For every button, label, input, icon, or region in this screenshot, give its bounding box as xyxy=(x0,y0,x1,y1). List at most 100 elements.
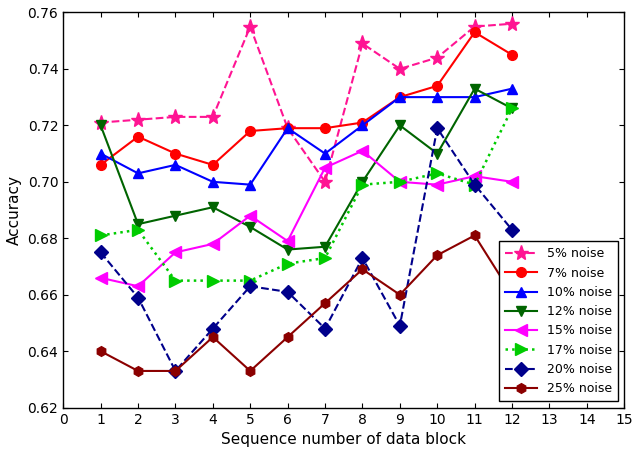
10% noise xyxy=(97,151,104,156)
17% noise xyxy=(284,261,291,266)
Line: 10% noise: 10% noise xyxy=(96,84,517,189)
7% noise xyxy=(508,52,516,58)
20% noise xyxy=(471,182,479,188)
7% noise xyxy=(134,134,142,139)
15% noise xyxy=(433,182,441,188)
20% noise xyxy=(209,326,217,331)
15% noise xyxy=(246,213,254,218)
15% noise xyxy=(321,165,329,170)
15% noise xyxy=(209,241,217,247)
10% noise xyxy=(433,94,441,100)
20% noise xyxy=(396,323,404,329)
12% noise xyxy=(209,204,217,210)
Line: 15% noise: 15% noise xyxy=(95,145,518,292)
5% noise xyxy=(471,24,479,29)
15% noise xyxy=(97,275,104,281)
20% noise xyxy=(433,125,441,131)
12% noise xyxy=(97,123,104,128)
7% noise xyxy=(172,151,179,156)
7% noise xyxy=(471,30,479,35)
20% noise xyxy=(358,255,366,261)
17% noise xyxy=(246,278,254,283)
25% noise xyxy=(321,301,329,306)
10% noise xyxy=(246,182,254,188)
10% noise xyxy=(321,151,329,156)
5% noise xyxy=(172,114,179,119)
10% noise xyxy=(284,125,291,131)
5% noise xyxy=(396,66,404,72)
25% noise xyxy=(97,349,104,354)
12% noise xyxy=(358,179,366,184)
7% noise xyxy=(246,128,254,134)
25% noise xyxy=(358,266,366,272)
20% noise xyxy=(97,250,104,255)
5% noise xyxy=(209,114,217,119)
Line: 12% noise: 12% noise xyxy=(96,84,517,254)
5% noise xyxy=(433,55,441,60)
Y-axis label: Accuracy: Accuracy xyxy=(7,175,22,245)
Line: 25% noise: 25% noise xyxy=(96,231,517,376)
Line: 20% noise: 20% noise xyxy=(96,123,517,376)
17% noise xyxy=(209,278,217,283)
X-axis label: Sequence number of data block: Sequence number of data block xyxy=(221,432,466,447)
20% noise xyxy=(172,368,179,374)
15% noise xyxy=(134,284,142,289)
25% noise xyxy=(209,334,217,340)
7% noise xyxy=(321,125,329,131)
12% noise xyxy=(433,151,441,156)
12% noise xyxy=(508,106,516,111)
17% noise xyxy=(321,255,329,261)
25% noise xyxy=(172,368,179,374)
17% noise xyxy=(97,233,104,238)
15% noise xyxy=(396,179,404,184)
17% noise xyxy=(358,182,366,188)
17% noise xyxy=(471,182,479,188)
5% noise xyxy=(358,41,366,46)
7% noise xyxy=(396,94,404,100)
25% noise xyxy=(471,233,479,238)
10% noise xyxy=(471,94,479,100)
17% noise xyxy=(172,278,179,283)
15% noise xyxy=(508,179,516,184)
17% noise xyxy=(396,179,404,184)
12% noise xyxy=(321,244,329,249)
25% noise xyxy=(284,334,291,340)
12% noise xyxy=(134,222,142,227)
10% noise xyxy=(172,162,179,168)
5% noise xyxy=(97,120,104,125)
25% noise xyxy=(246,368,254,374)
12% noise xyxy=(471,86,479,91)
17% noise xyxy=(433,171,441,176)
7% noise xyxy=(284,125,291,131)
5% noise xyxy=(508,21,516,26)
12% noise xyxy=(172,213,179,218)
25% noise xyxy=(134,368,142,374)
10% noise xyxy=(134,171,142,176)
5% noise xyxy=(321,179,329,184)
20% noise xyxy=(134,295,142,300)
15% noise xyxy=(172,250,179,255)
17% noise xyxy=(508,106,516,111)
10% noise xyxy=(508,86,516,91)
5% noise xyxy=(246,24,254,29)
20% noise xyxy=(246,284,254,289)
25% noise xyxy=(396,292,404,297)
7% noise xyxy=(97,162,104,168)
10% noise xyxy=(209,179,217,184)
7% noise xyxy=(433,83,441,89)
Legend: 5% noise, 7% noise, 10% noise, 12% noise, 15% noise, 17% noise, 20% noise, 25% n: 5% noise, 7% noise, 10% noise, 12% noise… xyxy=(499,241,618,401)
5% noise xyxy=(284,125,291,131)
10% noise xyxy=(396,94,404,100)
25% noise xyxy=(508,292,516,297)
10% noise xyxy=(358,123,366,128)
5% noise xyxy=(134,117,142,123)
7% noise xyxy=(209,162,217,168)
12% noise xyxy=(284,247,291,252)
17% noise xyxy=(134,227,142,232)
Line: 5% noise: 5% noise xyxy=(93,16,520,189)
12% noise xyxy=(246,224,254,230)
Line: 7% noise: 7% noise xyxy=(96,27,517,170)
20% noise xyxy=(508,227,516,232)
7% noise xyxy=(358,120,366,125)
15% noise xyxy=(471,173,479,179)
